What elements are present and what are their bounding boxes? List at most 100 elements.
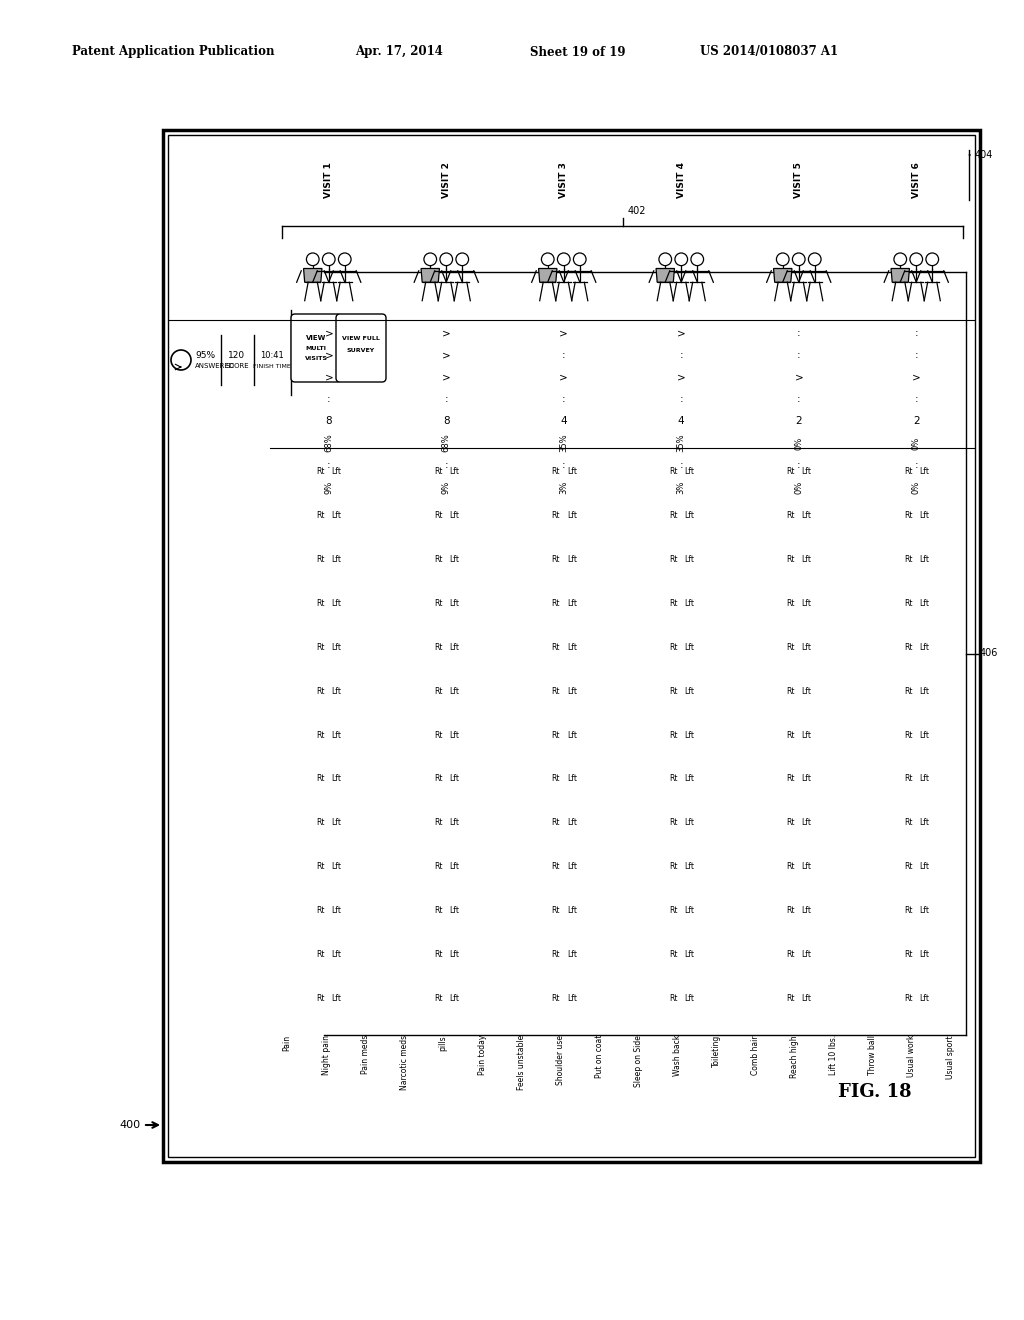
Text: Rt: Rt [434,775,442,783]
Text: Rt: Rt [552,686,560,696]
Text: Usual work: Usual work [907,1035,916,1077]
Text: Lft: Lft [684,511,694,520]
Text: Rt: Rt [316,949,325,958]
Text: Rt: Rt [669,775,678,783]
Text: >: > [677,327,686,338]
Text: VIEW FULL: VIEW FULL [342,335,380,341]
Text: Lft: Lft [802,949,812,958]
Text: Sheet 19 of 19: Sheet 19 of 19 [530,45,626,58]
Text: Throw ball: Throw ball [868,1035,878,1074]
Text: Lft: Lft [332,906,342,915]
Text: Lft: Lft [920,730,929,739]
Text: Lft: Lft [450,643,459,652]
Text: Lft: Lft [802,556,812,564]
Text: Rt: Rt [316,730,325,739]
Text: Lft: Lft [566,467,577,477]
Text: 0%: 0% [911,480,921,494]
Text: :: : [797,393,801,404]
Text: Lft: Lft [802,862,812,871]
Polygon shape [891,268,909,282]
Polygon shape [773,268,792,282]
Text: Rt: Rt [552,643,560,652]
Polygon shape [303,268,322,282]
FancyBboxPatch shape [336,314,386,381]
Text: Lft: Lft [802,467,812,477]
Text: Rt: Rt [904,686,912,696]
Text: Rt: Rt [434,818,442,828]
Text: SURVEY: SURVEY [347,347,375,352]
Text: Lft: Lft [332,949,342,958]
Text: Rt: Rt [316,511,325,520]
Text: SCORE: SCORE [225,363,249,370]
Text: Lft: Lft [450,818,459,828]
Text: FINISH TIME: FINISH TIME [253,363,291,368]
Text: Pain meds: Pain meds [360,1035,370,1074]
Text: :: : [327,459,331,470]
Text: :: : [680,393,683,404]
Polygon shape [656,268,675,282]
Text: Rt: Rt [434,643,442,652]
Text: Lft: Lft [920,818,929,828]
Text: Rt: Rt [316,994,325,1003]
Text: :: : [797,459,801,470]
Text: Lft: Lft [332,686,342,696]
Text: Lft: Lft [684,686,694,696]
Text: Lft: Lft [920,556,929,564]
Text: Lft: Lft [566,818,577,828]
Text: 402: 402 [628,206,646,216]
Text: VIEW: VIEW [306,335,327,341]
Text: Lft: Lft [332,862,342,871]
Text: Lft: Lft [920,511,929,520]
Text: Rt: Rt [786,556,795,564]
Text: Lft: Lft [332,775,342,783]
Text: Narcotic meds: Narcotic meds [399,1035,409,1090]
Text: VISITS: VISITS [304,355,328,360]
Text: Lft: Lft [920,994,929,1003]
Text: Lft: Lft [802,906,812,915]
Text: Lft: Lft [920,906,929,915]
Text: Rt: Rt [434,906,442,915]
Text: Put on coat: Put on coat [595,1035,604,1078]
Text: Lft: Lft [684,599,694,609]
Text: 9%: 9% [441,480,451,494]
Text: :: : [562,459,565,470]
Text: :: : [797,327,801,338]
Text: Lft: Lft [450,949,459,958]
Text: Rt: Rt [669,467,678,477]
Text: Rt: Rt [434,949,442,958]
Text: Rt: Rt [669,906,678,915]
Text: Rt: Rt [669,599,678,609]
Text: Night pain: Night pain [322,1035,331,1074]
Text: ANSWERED: ANSWERED [195,363,234,370]
Text: 3%: 3% [677,480,686,494]
Text: Rt: Rt [316,467,325,477]
Text: :: : [914,459,919,470]
Text: Comb hair: Comb hair [752,1035,760,1074]
Text: Rt: Rt [434,686,442,696]
Text: >: > [559,327,568,338]
Text: Rt: Rt [316,686,325,696]
Text: Pain: Pain [283,1035,292,1051]
Text: Lft: Lft [920,643,929,652]
Polygon shape [421,268,439,282]
Text: >: > [442,372,451,381]
Text: VISIT 3: VISIT 3 [559,162,568,198]
Text: FIG. 18: FIG. 18 [839,1082,911,1101]
Text: Rt: Rt [434,511,442,520]
Text: Patent Application Publication: Patent Application Publication [72,45,274,58]
Text: Lft: Lft [684,643,694,652]
Text: Reach high: Reach high [791,1035,800,1077]
Text: US 2014/0108037 A1: US 2014/0108037 A1 [700,45,838,58]
Text: >: > [677,372,686,381]
Text: Rt: Rt [552,467,560,477]
Text: Rt: Rt [552,906,560,915]
Text: Rt: Rt [316,775,325,783]
Polygon shape [539,268,557,282]
Text: :: : [562,350,565,360]
Text: >: > [795,372,803,381]
Text: Lft: Lft [802,775,812,783]
Text: Rt: Rt [786,467,795,477]
Text: Rt: Rt [904,818,912,828]
Text: :: : [797,350,801,360]
Text: Lft: Lft [684,556,694,564]
